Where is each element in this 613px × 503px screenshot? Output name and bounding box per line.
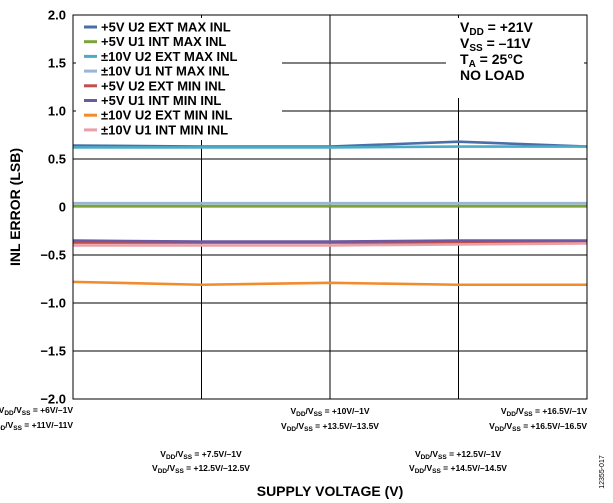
condition-label: NO LOAD [460,67,525,83]
y-tick-label: −1.5 [40,344,66,359]
y-tick-label: 2.0 [48,8,66,23]
series-line-7 [72,280,587,287]
series-line-8 [73,242,588,247]
legend: +5V U2 EXT MAX INL+5V U1 INT MAX INL±10V… [84,20,238,137]
y-axis-title: INL ERROR (LSB) [7,148,23,266]
y-tick-label: 0.5 [48,152,66,167]
y-tick-label: −0.5 [40,248,66,263]
legend-label: +5V U1 INT MIN INL [101,93,221,108]
condition-label: VDD = +21V [460,19,534,38]
conditions-background [446,18,584,98]
series-lines [72,140,588,287]
x-tick-label: VDD/VSS = +14.5V/–14.5V [409,463,507,475]
y-tick-label: 1.0 [48,104,66,119]
y-tick-label: −2.0 [40,392,66,407]
series-line-3 [73,145,587,149]
legend-label: +5V U1 INT MAX INL [101,34,226,49]
legend-label: ±10V U2 EXT MAX INL [101,49,238,64]
condition-label: VSS = –11V [460,35,531,54]
x-tick-label: VDD/VSS = +16.5V/–16.5V [489,421,587,433]
y-tick-labels: 2.0 1.5 1.0 0.5 0 −0.5 −1.0 −1.5 −2.0 [40,8,66,407]
legend-background [76,18,282,140]
legend-label: ±10V U1 NT MAX INL [101,64,230,79]
legend-label: +5V U2 EXT MIN INL [101,78,226,93]
plot-frame [72,14,588,400]
x-axis-title: SUPPLY VOLTAGE (V) [257,483,404,499]
y-tick-label: 1.5 [48,56,66,71]
y-tick-label: 0 [59,200,66,215]
y-tick-label: −1.0 [40,296,66,311]
legend-label: ±10V U2 EXT MIN INL [101,108,232,123]
x-tick-label: VDD/VSS = +10V/–1V [290,406,369,418]
x-tick-label: VDD/VSS = +7.5V/–1V [160,449,242,461]
legend-label: +5V U2 EXT MAX INL [101,20,231,35]
x-tick-label: VDD/VSS = +12.5V/–12.5V [152,463,250,475]
series-line-6 [72,239,587,243]
x-tick-label: +5V SPAN VDD/VSS = +6V/–1V [0,405,73,417]
x-tick-label: VDD/VSS = +12.5V/–1V [415,449,501,461]
condition-label: TA = 25°C [460,51,523,70]
x-tick-label: VDD/VSS = +16.5V/–1V [501,406,587,418]
x-tick-label: VDD/VSS = +13.5V/–13.5V [281,421,379,433]
legend-label: ±10V U1 INT MIN INL [101,122,228,137]
x-tick-label: ±10V SPAN VDD/VSS = +11V/–11V [0,420,73,432]
x-tick-labels: +5V SPAN VDD/VSS = +6V/–1V ±10V SPAN VDD/… [0,405,587,475]
figure-id: 12355-017 [599,455,606,489]
